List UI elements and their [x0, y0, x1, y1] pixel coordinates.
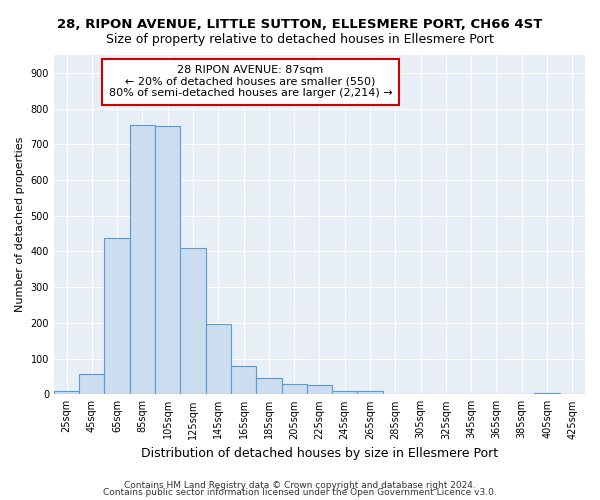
- Bar: [54, 390, 79, 394]
- Bar: [79, 374, 104, 394]
- Text: Contains HM Land Registry data © Crown copyright and database right 2024.: Contains HM Land Registry data © Crown c…: [124, 480, 476, 490]
- Text: Contains public sector information licensed under the Open Government Licence v3: Contains public sector information licen…: [103, 488, 497, 497]
- Bar: [281, 384, 307, 394]
- Bar: [104, 238, 130, 394]
- Text: 28 RIPON AVENUE: 87sqm
← 20% of detached houses are smaller (550)
80% of semi-de: 28 RIPON AVENUE: 87sqm ← 20% of detached…: [109, 65, 392, 98]
- Text: Size of property relative to detached houses in Ellesmere Port: Size of property relative to detached ho…: [106, 32, 494, 46]
- Bar: [231, 366, 256, 394]
- Bar: [155, 126, 181, 394]
- Bar: [332, 390, 358, 394]
- Bar: [535, 392, 560, 394]
- Bar: [307, 384, 332, 394]
- Bar: [130, 125, 155, 394]
- Bar: [206, 324, 231, 394]
- Bar: [358, 390, 383, 394]
- Bar: [181, 248, 206, 394]
- Text: 28, RIPON AVENUE, LITTLE SUTTON, ELLESMERE PORT, CH66 4ST: 28, RIPON AVENUE, LITTLE SUTTON, ELLESME…: [58, 18, 542, 30]
- X-axis label: Distribution of detached houses by size in Ellesmere Port: Distribution of detached houses by size …: [141, 447, 498, 460]
- Bar: [256, 378, 281, 394]
- Y-axis label: Number of detached properties: Number of detached properties: [15, 137, 25, 312]
